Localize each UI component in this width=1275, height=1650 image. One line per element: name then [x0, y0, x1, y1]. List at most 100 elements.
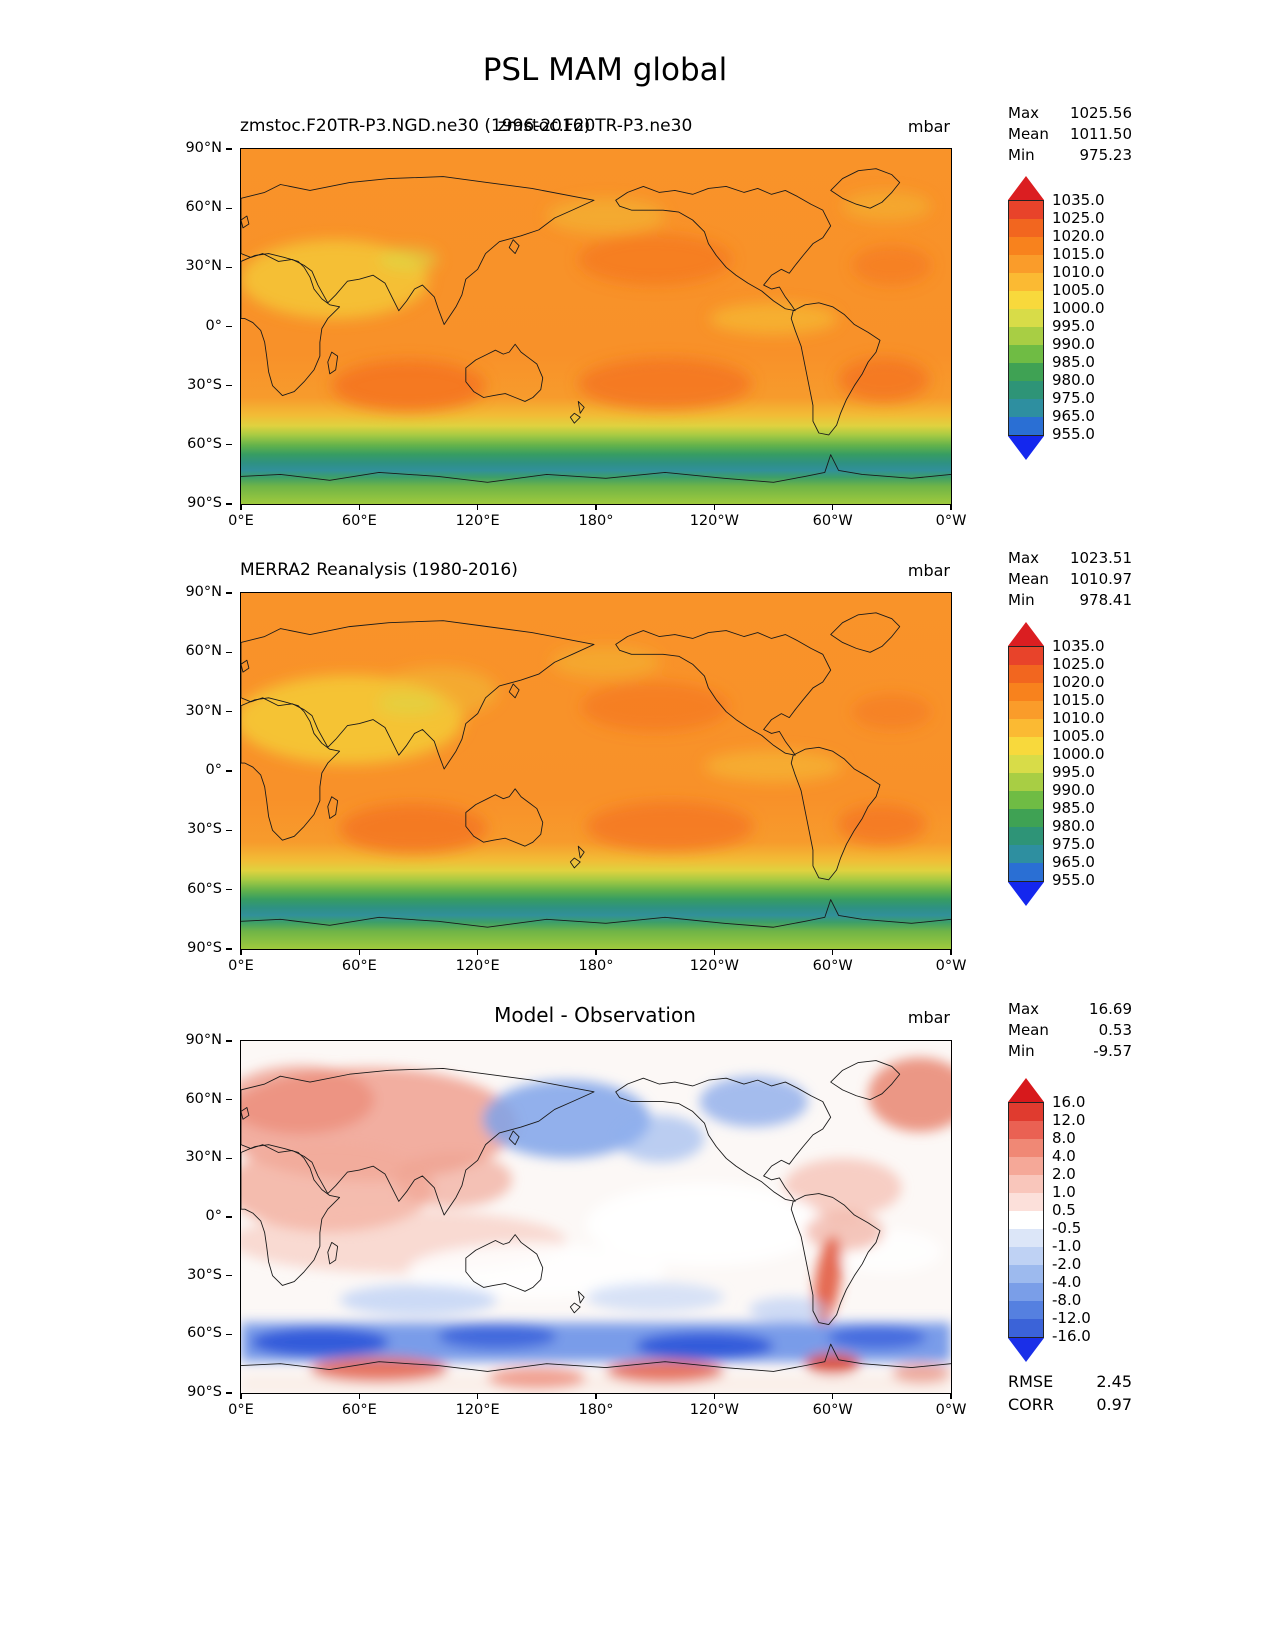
x-tick-label: 180°	[578, 1402, 614, 1418]
y-tick-label: 30°N	[185, 258, 222, 275]
x-tick-label: 180°	[578, 958, 614, 974]
colorbar-segment	[1009, 737, 1043, 755]
x-tick-mark	[477, 505, 479, 510]
y-tick-mark	[226, 1275, 232, 1277]
y-axis-model: 90°N 60°N 30°N 0° 30°S 60°S 90°S	[161, 140, 233, 511]
colorbar-tick-label: 12.0	[1052, 1111, 1086, 1129]
stat-value: 1010.97	[1069, 570, 1132, 588]
y-tick-label: 90°S	[187, 940, 222, 956]
colorbar-segment	[1009, 1103, 1043, 1121]
stat-value: 1025.56	[1069, 104, 1132, 122]
stat-label: Max	[1008, 549, 1040, 567]
metric-row: RMSE 2.45	[1008, 1372, 1132, 1395]
colorbar-tick-label: 1000.0	[1052, 745, 1105, 763]
x-tick-label: 120°W	[689, 1402, 739, 1418]
stat-label: Min	[1008, 146, 1035, 164]
colorbar-segment	[1009, 1301, 1043, 1319]
colorbar-tick-label: 1020.0	[1052, 673, 1105, 691]
colorbar-tick-label: 1025.0	[1052, 209, 1105, 227]
y-tick-label: 0°	[205, 1208, 222, 1224]
stat-row: Mean 1010.97	[1008, 570, 1132, 591]
pressure-field-features	[241, 646, 932, 854]
y-tick-mark	[226, 1392, 232, 1394]
y-tick-label: 60°N	[185, 1090, 222, 1107]
colorbar-tick-label: -1.0	[1052, 1237, 1082, 1255]
stat-label: Min	[1008, 591, 1035, 609]
y-tick-mark	[226, 948, 232, 950]
colorbar-body	[1008, 646, 1044, 882]
panel-model-title: zmstoc.F20TR-P3.ne30	[497, 116, 693, 136]
y-tick-label: 60°S	[187, 1325, 222, 1342]
colorbar-tick-label: 1.0	[1052, 1183, 1076, 1201]
x-tick-mark	[595, 950, 597, 955]
colorbar-segment	[1009, 773, 1043, 791]
panel-observation-title: MERRA2 Reanalysis (1980-2016)	[240, 560, 518, 580]
map-difference: 90°N 60°N 30°N 0° 30°S 60°S 90°S 0°E 60°E 120°E 1…	[185, 1032, 966, 1418]
x-tick-mark	[713, 505, 715, 510]
x-axis-difference: 0°E 60°E 120°E 180° 120°W 60°W 0°W	[228, 1393, 966, 1423]
x-tick-mark	[358, 950, 360, 955]
colorbar-segment	[1009, 219, 1043, 237]
x-tick-label: 60°E	[341, 958, 377, 974]
colorbar-segment	[1009, 309, 1043, 327]
y-tick-label: 60°N	[185, 199, 222, 216]
colorbar-segment	[1009, 345, 1043, 363]
stats-observation: Max 1023.51 Mean 1010.97 Min 978.41	[1008, 549, 1132, 612]
colorbar-segment	[1009, 719, 1043, 737]
colorbar-tick-label: 955.0	[1052, 425, 1095, 443]
units-label: mbar	[907, 1008, 950, 1027]
colorbar-tick-label: 985.0	[1052, 353, 1095, 371]
y-tick-label: 90°S	[187, 1384, 222, 1400]
colorbar-extend-max-arrow	[1008, 1078, 1044, 1102]
colorbar-tick-label: 8.0	[1052, 1129, 1076, 1147]
y-tick-label: 90°N	[185, 584, 222, 600]
colorbar-segment	[1009, 417, 1043, 435]
x-tick-label: 60°W	[812, 1402, 853, 1418]
y-tick-mark	[226, 1099, 232, 1101]
colorbar-extend-min-arrow	[1008, 882, 1044, 906]
x-tick-label: 60°E	[341, 513, 377, 529]
stat-label: Min	[1008, 1042, 1035, 1060]
x-tick-label: 0°E	[228, 1402, 254, 1418]
colorbar-tick-label: 1025.0	[1052, 655, 1105, 673]
y-tick-mark	[226, 1040, 232, 1042]
y-axis-difference: 90°N 60°N 30°N 0° 30°S 60°S 90°S	[161, 1032, 233, 1400]
stats-difference: Max 16.69 Mean 0.53 Min -9.57	[1008, 1000, 1132, 1063]
difference-field-features	[241, 1057, 951, 1393]
colorbar-tick-label: 990.0	[1052, 781, 1095, 799]
metric-value: 0.97	[1096, 1395, 1132, 1414]
x-tick-mark	[950, 505, 952, 510]
y-tick-mark	[226, 711, 232, 713]
stat-value: 1011.50	[1069, 125, 1132, 143]
stat-value: -9.57	[1093, 1042, 1132, 1060]
x-tick-label: 60°W	[812, 958, 853, 974]
x-tick-mark	[832, 505, 834, 510]
colorbar-tick-label: -2.0	[1052, 1255, 1082, 1273]
x-axis-model: 0°E 60°E 120°E 180° 120°W 60°W 0°W	[228, 504, 966, 534]
y-tick-label: 30°N	[185, 702, 222, 719]
colorbar-segment	[1009, 1283, 1043, 1301]
colorbar-extend-min-arrow	[1008, 1338, 1044, 1362]
metric-label: CORR	[1008, 1395, 1054, 1414]
colorbar-tick-label: 980.0	[1052, 371, 1095, 389]
colorbar-segment	[1009, 363, 1043, 381]
colorbar-segment	[1009, 809, 1043, 827]
x-tick-mark	[595, 505, 597, 510]
x-tick-label: 60°W	[812, 513, 853, 529]
stat-row: Max 16.69	[1008, 1000, 1132, 1021]
colorbar-segment	[1009, 791, 1043, 809]
y-tick-mark	[226, 207, 232, 209]
x-tick-mark	[950, 1394, 952, 1399]
colorbar-tick-label: 975.0	[1052, 835, 1095, 853]
y-tick-label: 30°S	[187, 821, 222, 838]
y-tick-label: 0°	[205, 317, 222, 334]
y-tick-label: 30°S	[187, 376, 222, 393]
colorbar-extend-max-arrow	[1008, 176, 1044, 200]
colorbar-tick-label: 955.0	[1052, 871, 1095, 889]
colorbar-body	[1008, 200, 1044, 436]
colorbar-segment	[1009, 827, 1043, 845]
x-tick-mark	[240, 505, 242, 510]
stat-row: Max 1025.56	[1008, 104, 1132, 125]
x-tick-mark	[832, 1394, 834, 1399]
